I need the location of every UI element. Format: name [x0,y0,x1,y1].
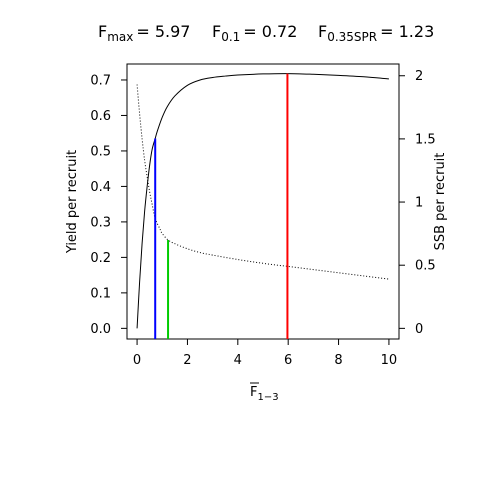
y-left-tick-label: 0.5 [90,144,111,159]
x-tick-label: 0 [133,353,141,368]
ssb-per-recruit-line [136,84,389,280]
fmax-label: Fmax = 5.97 [98,22,190,44]
y-left-tick-label: 0.3 [90,215,111,230]
y-left-tick-label: 0.2 [90,251,111,266]
x-tick-label: 2 [183,353,191,368]
x-tick-label: 8 [334,353,342,368]
x-title: F1−3 [250,382,279,403]
y-axis-left: 0.0 0.1 0.2 0.3 0.4 0.5 0.6 0.7 [90,73,127,337]
y-left-tick-label: 0.0 [90,322,111,337]
plot-frame [126,63,400,340]
y-axis-right: 0 0.5 1 1.5 2 [399,69,436,337]
y-left-tick-label: 0.4 [90,180,111,195]
yield-per-recruit-line [136,73,389,329]
y-left-tick-label: 0.1 [90,286,111,301]
y-left-title: Yield per recruit [65,150,80,254]
y-left-tick-label: 0.7 [90,73,111,88]
y-right-tick-label: 2 [415,69,423,84]
y-right-tick-label: 0 [415,322,423,337]
series-layer [136,73,389,329]
x-tick-label: 4 [234,353,242,368]
header-labels: Fmax = 5.97 F0.1 = 0.72 F0.35SPR = 1.23 [98,22,434,44]
x-tick-label: 10 [381,353,398,368]
x-title-text: F1−3 [250,385,279,403]
y-right-tick-label: 1 [415,196,423,211]
reference-lines [154,73,289,339]
x-tick-label: 6 [284,353,292,368]
y-right-tick-label: 0.5 [415,259,436,274]
y-right-tick-label: 1.5 [415,132,436,147]
f01-label: F0.1 = 0.72 [212,22,297,44]
y-left-tick-label: 0.6 [90,109,111,124]
f035spr-label: F0.35SPR = 1.23 [318,22,434,44]
y-right-title: SSB per recruit [433,153,448,251]
x-axis: 0 2 4 6 8 10 [133,339,397,368]
